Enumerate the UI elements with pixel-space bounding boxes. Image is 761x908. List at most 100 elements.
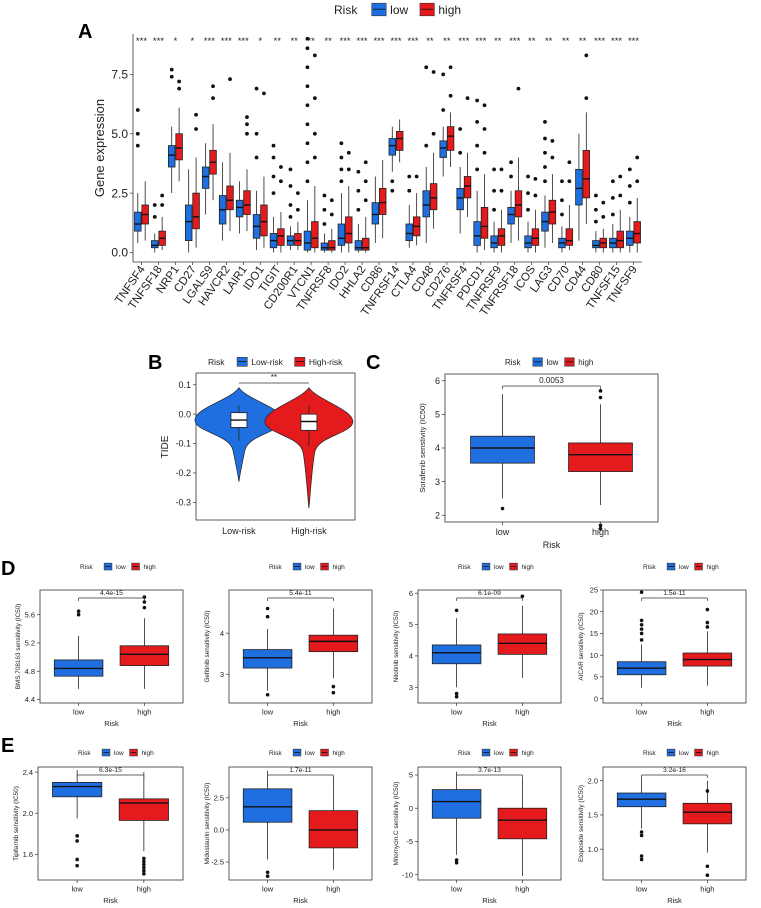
box-high-box bbox=[633, 221, 641, 244]
box-low-box bbox=[354, 240, 363, 251]
outlier-point bbox=[407, 174, 412, 179]
outlier-point bbox=[618, 174, 623, 179]
box-low-box bbox=[507, 206, 515, 225]
significance-label: * bbox=[174, 36, 178, 47]
box-high-box bbox=[175, 133, 183, 161]
pvalue-label: 3.7e-13 bbox=[478, 767, 501, 774]
y-tick-label: 10 bbox=[590, 651, 598, 660]
x-axis-label: Risk bbox=[667, 719, 682, 728]
legend-title: Risk bbox=[80, 564, 93, 571]
box-low-box bbox=[490, 235, 498, 249]
y-tick-label: 2.4 bbox=[23, 768, 33, 777]
x-tick-label: high bbox=[592, 527, 609, 537]
outlier-point bbox=[639, 638, 644, 642]
plot-frame bbox=[39, 589, 184, 704]
panel-letter-d: D bbox=[1, 558, 15, 580]
x-tick-label: high bbox=[700, 708, 714, 717]
outlier-point bbox=[610, 212, 615, 217]
outlier-point bbox=[639, 830, 644, 834]
outlier-point bbox=[454, 694, 459, 699]
y-axis-label: Gene expression bbox=[92, 99, 107, 197]
outlier-point bbox=[543, 150, 547, 155]
outlier-point bbox=[76, 609, 81, 613]
y-axis-label: Mitomycin.C sensitivity (IC50) bbox=[393, 782, 400, 866]
outlier-point bbox=[627, 167, 632, 172]
y-tick-label: -2.5 bbox=[211, 858, 224, 867]
outlier-point bbox=[705, 873, 710, 878]
outlier-point bbox=[598, 389, 603, 393]
panel-b-violin: 0.1 0.0 -0.1 -0.2 -0.3 TIDE Risk Low-risk High-r… bbox=[160, 357, 356, 536]
significance-label: ** bbox=[528, 36, 536, 47]
box-high-box bbox=[192, 192, 200, 230]
box-high-box bbox=[294, 233, 302, 246]
box-low-box bbox=[151, 240, 159, 249]
pvalue-label: 0.0053 bbox=[539, 376, 564, 385]
y-tick-label: 1.0 bbox=[588, 845, 598, 854]
outlier-point bbox=[639, 833, 644, 838]
y-tick-label: 5 bbox=[409, 620, 413, 629]
box-low-box bbox=[473, 221, 481, 246]
outlier-point bbox=[135, 143, 140, 148]
y-axis-label: AICAR sensitivity (IC50) bbox=[578, 612, 585, 680]
pvalue-label: 3.2e-16 bbox=[663, 767, 686, 774]
outlier-point bbox=[526, 174, 530, 179]
x-tick-label: low bbox=[636, 885, 648, 894]
outlier-point bbox=[550, 155, 555, 160]
outlier-point bbox=[265, 874, 270, 878]
box-low-box bbox=[337, 223, 346, 246]
outlier-point bbox=[356, 169, 361, 174]
legend-label-low: low bbox=[679, 564, 689, 571]
outlier-point bbox=[305, 65, 310, 70]
pvalue-label: 1.5e-11 bbox=[663, 590, 686, 597]
outlier-point bbox=[339, 141, 344, 146]
outlier-point bbox=[543, 119, 547, 124]
legend-label-high-risk: High-risk bbox=[309, 357, 343, 367]
x-tick-label: high bbox=[326, 885, 340, 894]
x-axis-label: Risk bbox=[104, 719, 119, 728]
outlier-point bbox=[454, 691, 459, 696]
outlier-point bbox=[550, 138, 555, 143]
legend-label-low: low bbox=[305, 750, 315, 757]
outlier-point bbox=[639, 622, 644, 627]
outlier-point bbox=[520, 594, 525, 599]
x-axis-label: Risk bbox=[103, 896, 118, 905]
outlier-point bbox=[705, 620, 710, 625]
outlier-point bbox=[499, 188, 504, 193]
panel-c-boxplot-0: 2 3 4 5 6 Sorafenib senstivity (IC50) Risk low h… bbox=[418, 357, 659, 550]
box-high-box bbox=[616, 230, 624, 249]
box-low-box bbox=[575, 168, 583, 206]
significance-label: * bbox=[191, 36, 195, 47]
y-tick-label: 6 bbox=[435, 376, 440, 386]
outlier-point bbox=[705, 625, 710, 629]
box-high-box bbox=[582, 149, 591, 199]
plot-frame bbox=[417, 766, 562, 881]
y-tick-label: 1.5 bbox=[588, 811, 598, 820]
plot-frame bbox=[602, 589, 747, 704]
significance-label: *** bbox=[357, 36, 368, 47]
y-tick-label: 3 bbox=[220, 670, 224, 679]
outlier-point bbox=[356, 207, 361, 212]
outlier-point bbox=[279, 179, 283, 184]
pvalue-label: 6.1e-09 bbox=[478, 590, 501, 597]
x-tick-label: low bbox=[72, 885, 84, 894]
outlier-point bbox=[329, 198, 334, 203]
outlier-point bbox=[339, 179, 344, 184]
outlier-point bbox=[448, 65, 453, 70]
legend-title: Risk bbox=[505, 358, 522, 367]
outlier-point bbox=[475, 143, 480, 148]
plot-frame bbox=[602, 766, 747, 881]
x-tick-label: low bbox=[451, 708, 463, 717]
legend-label-high: high bbox=[706, 750, 719, 757]
outlier-point bbox=[245, 115, 249, 120]
y-tick-label: 0.0 bbox=[111, 246, 128, 260]
outlier-point bbox=[560, 179, 564, 184]
outlier-point bbox=[295, 191, 300, 196]
legend-title: Risk bbox=[78, 750, 91, 757]
y-tick-label: 4 bbox=[220, 629, 224, 638]
box-low-box bbox=[524, 235, 532, 249]
outlier-point bbox=[295, 207, 300, 212]
y-tick-label: 5 bbox=[409, 771, 413, 780]
